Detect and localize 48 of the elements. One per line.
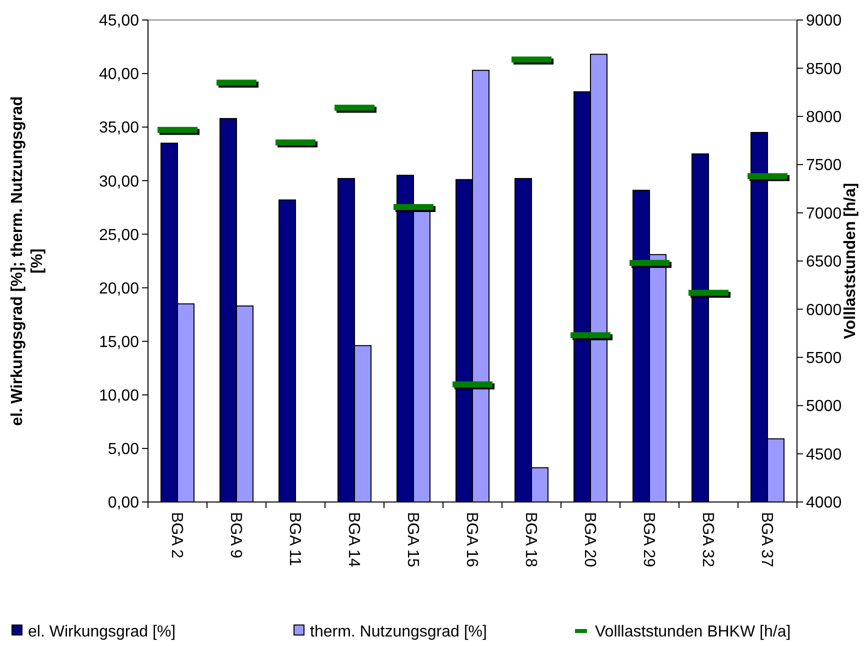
point xyxy=(468,381,476,388)
x-tick-label: BGA 11 xyxy=(286,512,303,566)
legend-label: Volllaststunden BHKW [h/a] xyxy=(595,624,791,641)
y-tick-label: 10,00 xyxy=(98,387,140,404)
point xyxy=(292,139,300,146)
y2-axis-title: Volllaststunden [h/a] xyxy=(842,182,859,340)
point xyxy=(704,290,712,296)
y2-tick-label: 9000 xyxy=(806,12,842,30)
x-tick-label: BGA 14 xyxy=(344,512,362,568)
y-tick-label: 45,00 xyxy=(98,12,140,30)
point xyxy=(646,260,654,266)
y2-tick-label: 5500 xyxy=(806,350,842,367)
y2-tick-label: 8500 xyxy=(806,60,842,78)
point xyxy=(586,332,594,338)
y-tick-label: 5,00 xyxy=(108,441,140,458)
y2-tick-label: 7500 xyxy=(806,157,842,174)
point xyxy=(350,104,358,111)
y2-tick-label: 4000 xyxy=(806,494,842,512)
y2-tick-label: 7000 xyxy=(806,205,842,222)
point xyxy=(232,80,240,86)
point xyxy=(410,204,418,210)
y2-tick-label: 6500 xyxy=(806,254,842,271)
point xyxy=(764,173,772,180)
y-tick-label: 25,00 xyxy=(98,226,140,244)
point xyxy=(174,126,182,133)
y-tick-label: 15,00 xyxy=(98,334,140,351)
x-tick-label: BGA 32 xyxy=(698,512,716,568)
y2-tick-label: 8000 xyxy=(806,109,842,126)
x-tick-label: BGA 2 xyxy=(168,512,185,558)
y-tick-label: 20,00 xyxy=(98,280,140,298)
y-tick-label: 35,00 xyxy=(98,120,140,137)
y2-tick-label: 6000 xyxy=(806,302,842,319)
y-tick-label: 40,00 xyxy=(98,66,140,84)
legend-label: therm. Nutzungsgrad [%] xyxy=(310,624,487,641)
y2-tick-label: 5000 xyxy=(806,398,842,416)
x-tick-label: BGA 29 xyxy=(640,512,657,568)
legend-label: el. Wirkungsgrad [%] xyxy=(28,624,176,641)
x-tick-label: BGA 16 xyxy=(462,512,480,568)
y-tick-label: 0,00 xyxy=(108,494,140,512)
point xyxy=(528,56,536,63)
x-tick-label: BGA 37 xyxy=(758,512,775,568)
y-tick-label: 30,00 xyxy=(98,173,140,190)
y2-tick-label: 4500 xyxy=(806,446,842,464)
x-tick-label: BGA 18 xyxy=(522,512,539,568)
x-tick-label: BGA 20 xyxy=(580,512,598,568)
x-tick-label: BGA 9 xyxy=(226,512,244,558)
y-axis-title: el. Wirkungsgrad [%]; therm. Nutzungsgrad [%] xyxy=(9,96,46,426)
x-tick-label: BGA 15 xyxy=(404,512,421,568)
